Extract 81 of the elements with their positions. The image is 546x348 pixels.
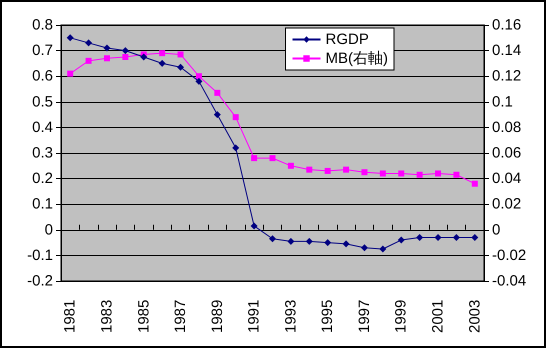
x-tick-label: 1999 [392,300,410,333]
point [159,50,166,56]
x-tick-label: 1991 [246,300,263,333]
point [306,166,312,173]
y-tick-label: 0.8 [32,16,53,34]
point [196,73,202,80]
point [398,170,404,176]
legend-label: MB(右軸) [326,50,388,67]
point [398,236,405,244]
y2-tick-label: 0.04 [492,170,522,188]
point [122,47,129,54]
y-tick-label: 0.2 [32,170,53,188]
legend-label: RGDP [326,31,369,48]
y-tick-label: 0.3 [32,144,53,162]
point [214,111,221,118]
point [251,155,258,162]
y2-tick-label: 0.06 [492,144,522,162]
point [270,155,276,162]
x-tick-label: 1989 [208,300,226,333]
x-tick-label: 1993 [282,300,300,333]
point [379,246,386,252]
point [452,234,460,241]
y-tick-label: -0.2 [27,272,53,290]
y2-tick-label: 0 [492,221,500,238]
x-tick-label: 1987 [172,300,190,333]
y2-tick-label: -0.02 [492,246,526,264]
point [361,169,368,176]
point [435,170,442,176]
point [343,166,350,173]
point [177,64,184,71]
x-tick-label: 1985 [135,300,152,333]
point [380,170,386,176]
point [158,60,166,67]
point [342,240,350,248]
point [85,39,92,46]
point [66,34,74,42]
y2-tick-label: 0.12 [492,68,522,85]
point [67,70,74,77]
y-tick-label: 0.4 [32,118,53,136]
point [287,238,294,245]
point [269,235,276,242]
point [178,51,184,58]
y2-tick-label: 0.08 [492,118,522,136]
x-tick-label: 1997 [356,300,373,333]
x-tick-label: 1983 [98,300,116,333]
point [195,78,202,85]
y2-tick-label: 0.16 [492,16,522,34]
y-tick-label: 0.7 [32,42,53,60]
point [122,54,128,60]
point [324,168,331,174]
y2-tick-label: -0.04 [492,272,526,290]
point [306,238,313,245]
point [472,180,478,187]
point [416,234,424,241]
point [86,58,92,64]
point [360,244,368,252]
point [103,44,110,52]
point [232,114,239,120]
y-tick-label: 0.5 [32,93,53,110]
y2-tick-label: 0.14 [492,42,522,60]
point [140,54,148,60]
y-tick-label: 0.6 [32,68,53,85]
point [324,239,332,246]
point [471,234,478,241]
y-tick-label: 0.1 [32,196,53,213]
x-tick-label: 1995 [319,300,336,333]
y-tick-label: -0.1 [27,246,53,264]
point [453,172,460,178]
point [232,144,240,152]
point [214,90,220,96]
point [104,55,110,62]
y2-tick-label: 0.1 [492,93,513,110]
y2-tick-label: 0.02 [492,196,522,213]
point [416,172,423,178]
point [250,222,258,230]
point [288,162,294,169]
y-tick-label: 0 [44,221,53,238]
x-tick-label: 1981 [62,300,79,333]
point [434,234,442,241]
x-tick-label: 2003 [466,300,484,333]
x-tick-label: 2001 [430,300,447,333]
